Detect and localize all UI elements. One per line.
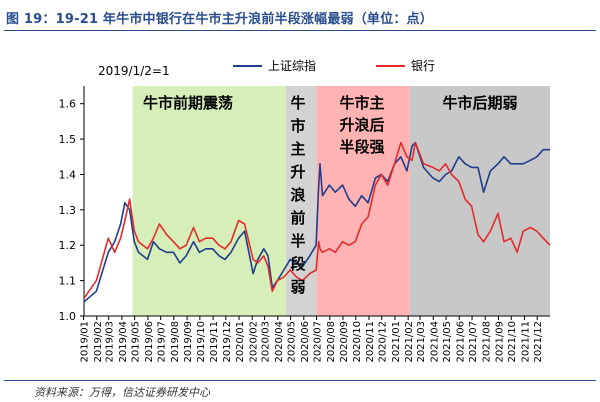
x-tick-label: 2021/04 [429, 321, 440, 363]
phase-band-2 [285, 86, 317, 316]
phase-band-3 [316, 86, 410, 316]
normalization-note: 2019/1/2=1 [98, 64, 170, 78]
phase-label-main-first-char: 弱 [290, 278, 305, 296]
x-tick-label: 2021/08 [481, 321, 492, 363]
x-tick-label: 2021/07 [468, 321, 479, 363]
x-tick-label: 2019/07 [157, 321, 168, 363]
series-line-bank [83, 141, 551, 299]
legend: 上证综指 银行 [233, 58, 435, 73]
phase-label-main-first-char: 段 [290, 255, 305, 273]
x-tick-label: 2019/09 [183, 321, 194, 363]
x-tick-label: 2021/01 [391, 321, 402, 363]
x-tick-label: 2021/12 [533, 321, 544, 363]
phase-label-main-second-row: 半段强 [339, 138, 384, 156]
y-tick-label: 1.1 [59, 275, 77, 288]
x-tick-label: 2021/06 [455, 321, 466, 363]
phase-bands [132, 86, 550, 316]
x-tick-label: 2021/11 [520, 321, 531, 363]
x-tick-label: 2019/11 [209, 321, 220, 363]
y-tick-label: 1.5 [59, 133, 77, 146]
x-tick-label: 2019/04 [118, 321, 129, 363]
x-tick-label: 2020/01 [235, 321, 246, 363]
title-divider [4, 30, 596, 31]
legend-label-sse: 上证综指 [268, 58, 316, 73]
phase-band-4 [409, 86, 550, 316]
series-lines [83, 141, 551, 303]
y-tick-label: 1.6 [59, 98, 77, 111]
x-tick-label: 2021/09 [494, 321, 505, 363]
x-tick-label: 2019/02 [93, 321, 104, 363]
x-tick-label: 2021/05 [442, 321, 453, 363]
phase-label-main-first-char: 牛 [290, 94, 305, 112]
x-tick-label: 2019/06 [144, 321, 155, 363]
x-tick-label: 2020/03 [261, 321, 272, 363]
x-tick-label: 2019/12 [222, 321, 233, 363]
x-tick-label: 2020/09 [339, 321, 350, 363]
x-tick-label: 2020/12 [378, 321, 389, 363]
y-tick-label: 1.4 [59, 168, 77, 181]
y-tick-label: 1.2 [59, 239, 77, 252]
x-tick-label: 2019/10 [196, 321, 207, 363]
phase-label-main-first-char: 半 [290, 232, 305, 250]
x-tick-label: 2020/02 [248, 321, 259, 363]
x-tick-label: 2020/07 [313, 321, 324, 363]
x-tick-label: 2020/11 [365, 321, 376, 363]
source-note: 资料来源：万得，信达证券研发中心 [34, 386, 210, 399]
y-tick-label: 1.0 [59, 310, 77, 323]
phase-label-main-first-char: 主 [290, 140, 305, 158]
y-tick-label: 1.3 [59, 204, 77, 217]
chart-title: 图 19：19-21 年牛市中银行在牛市主升浪前半段涨幅最弱（单位：点） [6, 12, 433, 27]
phase-label-bull-early: 牛市前期震荡 [143, 94, 233, 112]
phase-band-1 [132, 86, 286, 316]
x-tick-label: 2020/10 [352, 321, 363, 363]
x-tick-label: 2021/03 [416, 321, 427, 363]
x-tick-label: 2019/01 [80, 321, 91, 363]
phase-label-main-second-row: 牛市主 [339, 94, 384, 112]
phase-label-main-first-char: 升 [290, 163, 305, 181]
x-tick-label: 2019/05 [131, 321, 142, 363]
x-tick-label: 2020/04 [274, 321, 285, 363]
phase-label-bull-late: 牛市后期弱 [442, 94, 517, 112]
phase-label-main-first-char: 浪 [290, 186, 305, 204]
x-tick-label: 2020/08 [326, 321, 337, 363]
phase-label-main-first-char: 前 [290, 209, 305, 227]
x-tick-label: 2021/10 [507, 321, 518, 363]
x-tick-label: 2020/05 [287, 321, 298, 363]
x-tick-label: 2020/06 [300, 321, 311, 363]
x-tick-label: 2019/08 [170, 321, 181, 363]
bottom-divider [4, 380, 596, 381]
phase-label-main-second-row: 升浪后 [339, 116, 384, 134]
phase-label-main-first-char: 市 [290, 117, 305, 135]
x-tick-label: 2021/02 [404, 321, 415, 363]
x-tick-label: 2019/03 [105, 321, 116, 363]
legend-label-bank: 银行 [411, 59, 435, 73]
series-line-sse [83, 141, 550, 303]
